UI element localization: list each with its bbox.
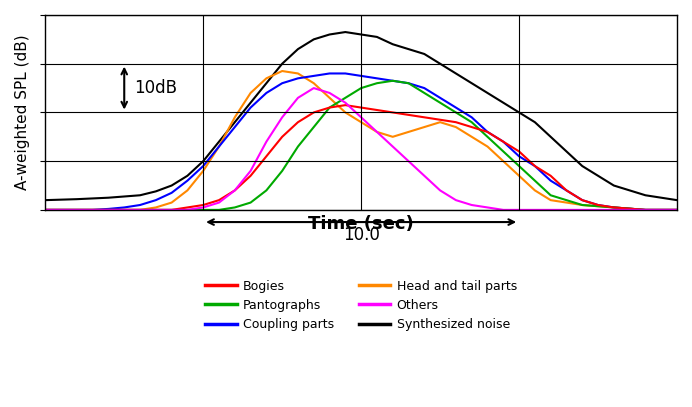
Y-axis label: A-weighted SPL (dB): A-weighted SPL (dB) [15, 35, 30, 190]
Text: 10dB: 10dB [134, 79, 176, 97]
Text: 10.0: 10.0 [343, 226, 380, 244]
X-axis label: Time (sec): Time (sec) [308, 215, 414, 234]
Legend: Bogies, Pantographs, Coupling parts, Head and tail parts, Others, Synthesized no: Bogies, Pantographs, Coupling parts, Hea… [201, 275, 522, 336]
